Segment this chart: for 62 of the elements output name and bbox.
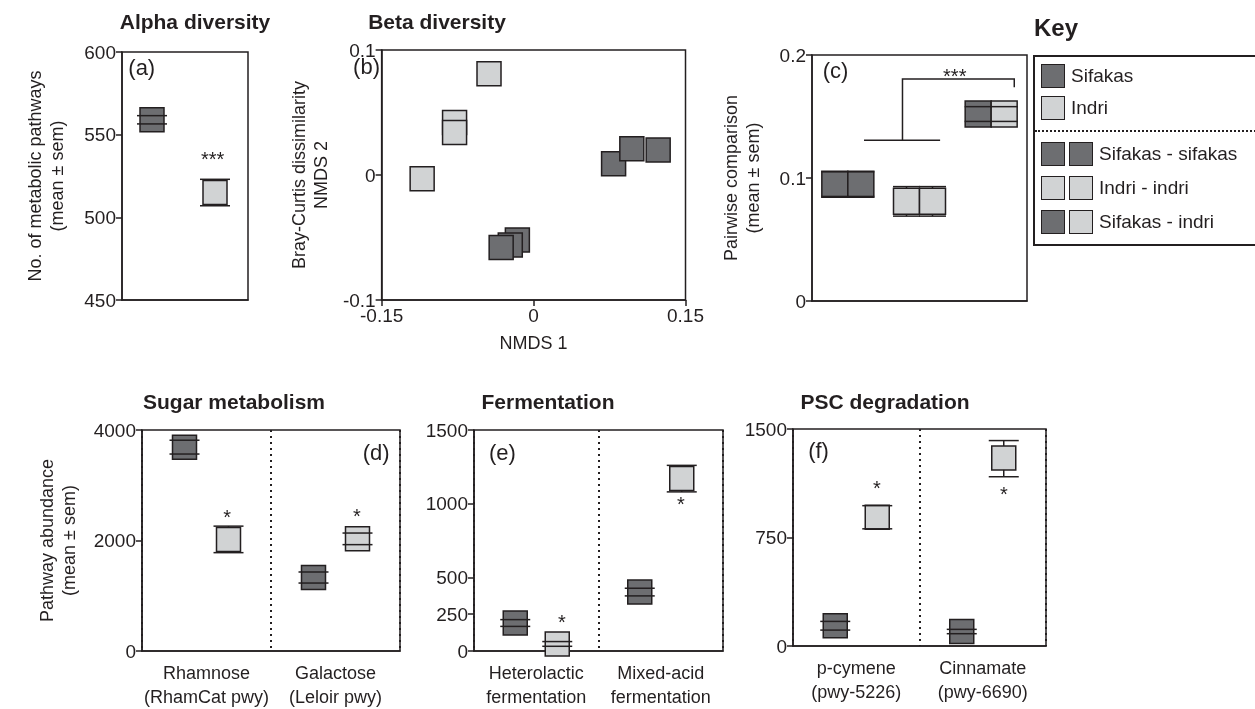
annotation: * <box>677 492 686 515</box>
y-tick-label: 750 <box>755 527 787 548</box>
text: Indri - indri <box>1099 177 1189 199</box>
y-axis-title: No. of metabolic pathways (mean ± sem) <box>25 70 67 282</box>
annotation: (e) <box>488 439 516 465</box>
x-tick-label: 0 <box>528 305 539 326</box>
text: Sifakas - sifakas <box>1099 143 1238 165</box>
annotation: * <box>558 610 566 633</box>
y-tick-label: 1000 <box>425 493 468 515</box>
annotation: (c) <box>822 58 849 84</box>
point <box>488 234 514 261</box>
x-tick-label: Galactose (Leloir pwy) <box>288 663 383 707</box>
y-tick-label: 2000 <box>93 530 136 551</box>
annotation: *** <box>201 148 225 171</box>
annotation: *** <box>943 65 967 88</box>
x-tick-label: Cinnamate (pwy-6690) <box>937 658 1028 702</box>
x-tick-label: Heterolactic fermentation <box>486 663 587 707</box>
x-tick-label: 0.15 <box>667 305 704 326</box>
y-tick-label: 0 <box>795 290 806 312</box>
x-tick-label: Mixed-acid fermentation <box>610 663 711 707</box>
text: Sifakas <box>1071 65 1134 87</box>
chart-title: Alpha diversity <box>119 10 271 33</box>
annotation: (f) <box>808 438 829 464</box>
y-tick-label: 1500 <box>744 418 787 440</box>
text: Sifakas - indri <box>1099 211 1215 233</box>
x-tick-label: p-cymene (pwy-5226) <box>811 658 902 702</box>
point <box>409 166 435 192</box>
text: Key <box>1034 14 1079 42</box>
y-tick-label: 0 <box>457 640 468 662</box>
y-tick-label: 4000 <box>93 419 136 441</box>
annotation: * <box>223 505 232 528</box>
y-tick-label: 500 <box>84 206 116 228</box>
y-tick-label: 550 <box>84 124 116 146</box>
y-tick-label: 250 <box>436 603 468 625</box>
point <box>645 137 671 163</box>
y-tick-label: 0.1 <box>779 167 806 189</box>
y-axis-title: Pairwise comparison (mean ± sem) <box>721 94 763 262</box>
chart-title: Fermentation <box>481 390 615 413</box>
y-tick-label: 500 <box>436 566 468 588</box>
y-tick-label: 1500 <box>425 419 468 441</box>
annotation: (a) <box>128 55 156 81</box>
y-axis-title: Pathway abundance (mean ± sem) <box>37 458 79 623</box>
y-tick-label: 450 <box>84 289 116 311</box>
y-axis-title: Bray-Curtis dissimilarity NMDS 2 <box>289 80 331 270</box>
annotation: (d) <box>362 439 390 465</box>
x-axis-title: NMDS 1 <box>499 333 568 353</box>
text: Indri <box>1071 97 1108 119</box>
y-tick-label: 600 <box>84 41 116 63</box>
x-tick-label: Rhamnose (RhamCat pwy) <box>143 663 270 707</box>
annotation: * <box>1000 483 1009 506</box>
chart-title: Sugar metabolism <box>142 390 326 413</box>
point <box>476 61 502 87</box>
y-tick-label: 0 <box>776 635 787 657</box>
y-tick-label: 0.2 <box>779 44 806 66</box>
annotation: * <box>353 504 362 527</box>
y-tick-label: 0 <box>125 640 136 662</box>
chart-title: Beta diversity <box>368 10 507 33</box>
annotation: * <box>873 477 882 500</box>
chart-title: PSC degradation <box>800 390 970 413</box>
y-tick-label: 0 <box>365 164 376 186</box>
point <box>619 136 645 162</box>
point <box>441 119 468 146</box>
